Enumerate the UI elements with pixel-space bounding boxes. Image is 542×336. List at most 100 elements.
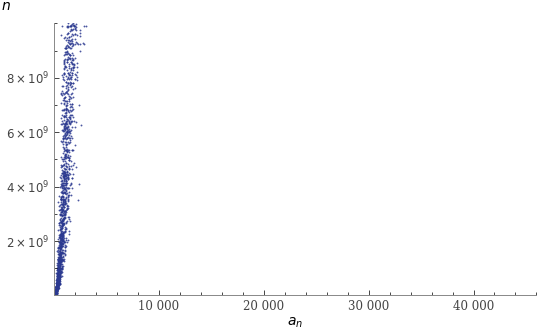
Point	[56, 235, 64, 241]
Point	[54, 255, 63, 260]
Point	[50, 292, 59, 297]
Point	[50, 293, 59, 298]
Point	[64, 162, 73, 167]
Point	[54, 233, 63, 238]
Point	[60, 189, 68, 195]
Point	[54, 276, 62, 281]
Point	[60, 183, 69, 188]
Point	[56, 261, 65, 266]
Point	[52, 290, 61, 295]
Point	[50, 292, 59, 298]
Point	[54, 282, 63, 287]
Point	[70, 7, 79, 12]
Point	[66, 23, 74, 28]
Point	[61, 164, 70, 169]
Point	[53, 267, 61, 272]
Point	[60, 211, 68, 217]
Point	[69, 64, 78, 70]
Point	[50, 293, 59, 298]
Point	[55, 265, 63, 271]
Point	[58, 264, 67, 269]
Point	[60, 136, 69, 141]
Point	[56, 234, 64, 240]
Point	[62, 79, 70, 84]
Point	[79, 40, 88, 46]
Point	[71, 31, 80, 36]
Point	[51, 292, 60, 297]
Point	[54, 264, 63, 269]
Point	[53, 265, 61, 270]
Point	[52, 289, 61, 294]
Point	[57, 178, 66, 184]
Point	[51, 291, 60, 296]
Point	[67, 158, 75, 163]
Point	[50, 293, 59, 298]
Point	[53, 281, 62, 286]
Point	[55, 250, 64, 255]
Point	[55, 273, 63, 278]
Point	[64, 14, 73, 19]
Point	[50, 293, 59, 298]
Point	[51, 290, 60, 295]
Point	[53, 263, 62, 268]
Point	[59, 217, 67, 223]
Point	[55, 220, 63, 225]
Point	[59, 250, 67, 255]
Point	[61, 155, 69, 161]
Point	[56, 218, 65, 224]
Point	[56, 243, 65, 248]
Point	[64, 93, 73, 98]
Point	[61, 0, 70, 4]
Point	[53, 276, 61, 281]
Point	[51, 289, 60, 295]
Point	[61, 201, 69, 207]
Point	[51, 292, 60, 297]
Point	[53, 276, 62, 282]
Point	[65, 167, 74, 172]
Point	[50, 292, 59, 297]
Point	[55, 278, 63, 283]
Point	[59, 207, 67, 213]
Point	[53, 280, 61, 286]
Point	[73, 14, 81, 19]
Point	[61, 214, 69, 219]
Point	[51, 291, 60, 296]
Point	[51, 291, 60, 296]
Point	[53, 279, 62, 284]
Point	[59, 208, 68, 214]
Point	[63, 135, 72, 141]
Point	[57, 249, 66, 255]
Point	[51, 291, 60, 297]
Point	[54, 276, 62, 281]
Point	[69, 62, 78, 67]
Point	[51, 288, 60, 293]
Point	[51, 292, 60, 297]
Point	[62, 5, 71, 11]
Point	[61, 191, 69, 196]
Point	[50, 293, 59, 298]
Point	[63, 130, 72, 135]
Point	[60, 91, 68, 96]
Point	[62, 178, 70, 183]
Point	[68, 68, 77, 73]
Point	[61, 51, 69, 57]
Point	[70, 77, 79, 82]
Point	[57, 224, 66, 230]
Point	[64, 190, 73, 195]
Point	[54, 270, 62, 275]
Point	[56, 239, 64, 244]
Point	[59, 141, 67, 147]
Point	[53, 267, 61, 272]
Point	[51, 284, 60, 289]
Point	[59, 236, 68, 242]
Point	[59, 126, 68, 132]
Point	[56, 245, 65, 251]
Point	[60, 152, 69, 157]
Point	[64, 63, 73, 69]
Point	[50, 292, 59, 298]
Point	[67, 80, 75, 85]
Point	[51, 290, 60, 295]
Point	[51, 286, 60, 292]
Point	[64, 128, 73, 133]
Point	[61, 143, 70, 148]
